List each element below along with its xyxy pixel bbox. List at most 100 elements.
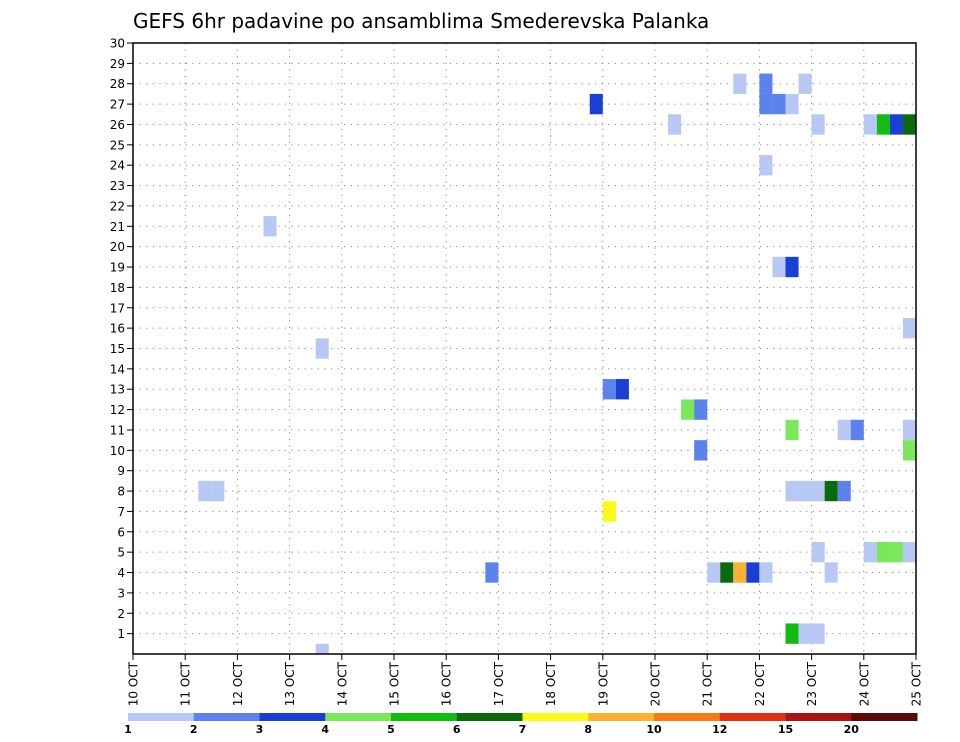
x-tick-label: 13 OCT: [283, 661, 297, 706]
precip-cell: [798, 623, 812, 644]
colorbar-swatch: [522, 713, 589, 721]
y-tick-label: 10: [110, 444, 125, 458]
colorbar-swatch: [785, 713, 852, 721]
precip-cell: [198, 480, 212, 502]
precip-cell: [824, 562, 838, 583]
precip-cell: [668, 114, 682, 135]
precip-cell: [615, 379, 629, 400]
y-tick-label: 26: [110, 118, 125, 132]
y-tick-label: 23: [110, 179, 125, 193]
x-axis-ticks: 10 OCT 11 OCT 12 OCT 13 OCT 14 OCT 15 OCT 16 O…: [127, 654, 924, 706]
precip-cells: [198, 73, 916, 654]
precip-cell: [315, 643, 329, 654]
colorbar-swatch: [719, 713, 786, 721]
colorbar-label: 8: [584, 723, 592, 736]
y-tick-label: 4: [117, 566, 125, 580]
y-tick-label: 18: [110, 281, 125, 295]
x-tick-label: 15 OCT: [388, 661, 402, 706]
precip-cell: [811, 480, 825, 502]
colorbar-label: 2: [190, 723, 198, 736]
y-tick-label: 30: [110, 37, 125, 51]
y-tick-label: 7: [117, 505, 125, 519]
precip-cell: [681, 399, 695, 420]
precip-cell: [772, 93, 786, 115]
precip-cell: [485, 562, 499, 583]
precip-cell: [733, 562, 747, 583]
y-tick-label: 17: [110, 301, 125, 315]
y-tick-label: 22: [110, 199, 125, 213]
precip-cell: [850, 419, 864, 441]
precip-cell: [263, 216, 277, 237]
precip-cell: [694, 440, 708, 461]
precip-cell: [602, 501, 616, 522]
precip-cell: [902, 317, 916, 339]
precip-cell: [785, 623, 799, 644]
x-tick-label: 14 OCT: [335, 661, 349, 706]
chart-title: GEFS 6hr padavine po ansamblima Smederev…: [133, 9, 709, 33]
y-tick-label: 29: [110, 57, 125, 71]
y-tick-label: 27: [110, 98, 125, 112]
colorbar-label: 4: [321, 723, 329, 736]
precip-cell: [733, 73, 747, 94]
colorbar-label: 7: [519, 723, 527, 736]
precip-cell: [902, 541, 916, 563]
precip-cell: [759, 93, 773, 115]
precip-cell: [589, 93, 603, 115]
precip-cell: [785, 93, 799, 115]
colorbar-label: 12: [712, 723, 727, 736]
precip-cell: [694, 399, 708, 420]
colorbar-swatch: [259, 713, 326, 721]
x-tick-label: 20 OCT: [649, 661, 663, 706]
precip-cell: [759, 155, 773, 176]
y-tick-label: 19: [110, 261, 125, 275]
precip-cell: [811, 114, 825, 135]
plot-frame: [132, 42, 917, 655]
colorbar-label: 20: [844, 723, 860, 736]
y-tick-label: 1: [117, 627, 125, 641]
colorbar-swatch: [391, 713, 458, 721]
precip-cell: [785, 480, 799, 502]
precip-cell: [315, 338, 329, 359]
y-tick-label: 13: [110, 383, 125, 397]
x-tick-label: 19 OCT: [596, 661, 610, 706]
x-tick-label: 23 OCT: [805, 661, 819, 706]
precip-cell: [876, 541, 890, 563]
precip-cell: [785, 256, 799, 278]
colorbar-label: 6: [453, 723, 461, 736]
precip-cell: [889, 114, 903, 135]
precip-cell: [902, 114, 916, 135]
y-axis-ticks: 1234567891011121314151617181920212223242…: [110, 37, 133, 641]
colorbar-label: 1: [124, 723, 132, 736]
x-tick-label: 11 OCT: [179, 661, 193, 706]
precip-cell: [837, 480, 851, 502]
precip-cell: [837, 419, 851, 441]
y-tick-label: 5: [117, 546, 125, 560]
x-tick-label: 24 OCT: [857, 661, 871, 706]
colorbar-label: 5: [387, 723, 395, 736]
colorbar-swatch: [193, 713, 260, 721]
y-tick-label: 21: [110, 220, 125, 234]
colorbar-swatch: [588, 713, 655, 721]
precip-cell: [902, 440, 916, 461]
precip-cell: [785, 419, 799, 441]
x-tick-label: 17 OCT: [492, 661, 506, 706]
y-tick-label: 14: [110, 362, 125, 376]
precip-cell: [772, 256, 786, 278]
y-tick-label: 8: [117, 485, 125, 499]
colorbar: 1 2 3 4 5 6 7 8 10 12 15 20: [124, 713, 918, 736]
grid-lines: [133, 42, 916, 654]
y-tick-label: 12: [110, 403, 125, 417]
precip-cell: [811, 541, 825, 563]
precip-cell: [863, 541, 877, 563]
precip-cell: [876, 114, 890, 135]
precip-cell: [798, 480, 812, 502]
y-tick-label: 15: [110, 342, 125, 356]
x-tick-label: 16 OCT: [440, 661, 454, 706]
precip-cell: [707, 562, 721, 583]
precip-cell: [759, 73, 773, 94]
precip-cell: [759, 562, 773, 583]
colorbar-swatch: [325, 713, 392, 721]
precip-cell: [602, 379, 616, 400]
colorbar-swatch: [654, 713, 721, 721]
